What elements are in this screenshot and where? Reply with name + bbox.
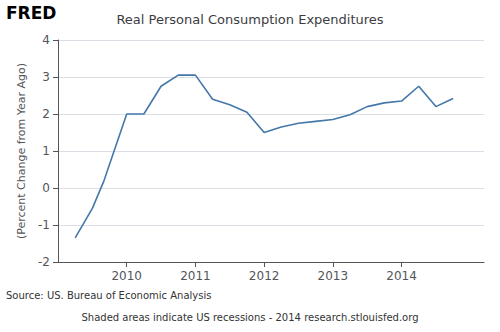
svg-text:(Percent Change from Year Ago): (Percent Change from Year Ago) xyxy=(15,63,28,239)
svg-text:2011: 2011 xyxy=(180,269,211,283)
svg-text:FRED: FRED xyxy=(6,3,56,23)
svg-text:2012: 2012 xyxy=(249,269,280,283)
svg-text:1: 1 xyxy=(42,144,50,158)
svg-text:0: 0 xyxy=(42,181,50,195)
svg-text:2014: 2014 xyxy=(386,269,417,283)
svg-text:2010: 2010 xyxy=(111,269,142,283)
svg-text:2013: 2013 xyxy=(318,269,349,283)
svg-text:3: 3 xyxy=(42,70,50,84)
svg-text:-2: -2 xyxy=(38,255,50,269)
svg-text:2: 2 xyxy=(42,107,50,121)
svg-text:Shaded areas indicate US reces: Shaded areas indicate US recessions - 20… xyxy=(81,312,418,323)
svg-text:4: 4 xyxy=(42,33,50,47)
svg-text:Source: US. Bureau of Economic: Source: US. Bureau of Economic Analysis xyxy=(6,290,211,301)
svg-text:-1: -1 xyxy=(38,218,50,232)
svg-text:Real Personal Consumption Expe: Real Personal Consumption Expenditures xyxy=(116,12,383,27)
